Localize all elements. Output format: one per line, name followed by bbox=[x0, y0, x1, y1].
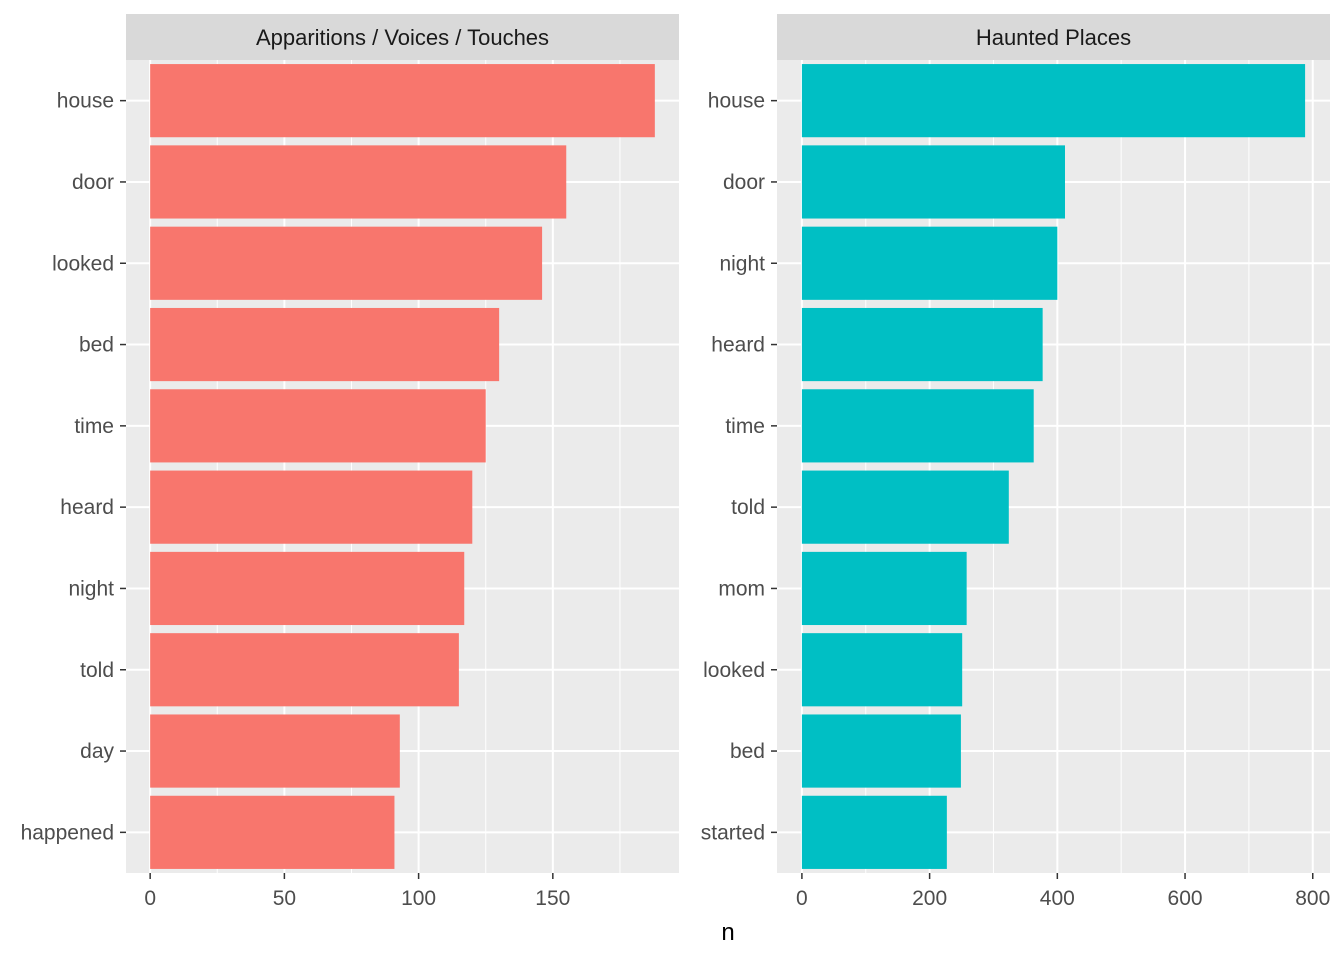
y-tick-label: looked bbox=[52, 252, 114, 275]
y-tick-label: bed bbox=[79, 334, 114, 357]
facet-strip bbox=[126, 14, 679, 60]
x-tick-label: 600 bbox=[1168, 887, 1203, 910]
y-tick-label: told bbox=[80, 659, 114, 682]
y-tick-label: time bbox=[725, 415, 765, 438]
bar-time bbox=[150, 389, 486, 463]
y-tick-label: heard bbox=[60, 496, 114, 519]
bar-looked bbox=[801, 633, 963, 707]
x-axis-title: n bbox=[721, 919, 734, 946]
bar-door bbox=[801, 145, 1065, 219]
x-tick-label: 50 bbox=[273, 887, 296, 910]
bar-time bbox=[801, 389, 1034, 463]
y-tick-label: house bbox=[708, 90, 765, 113]
bar-house bbox=[801, 64, 1306, 138]
y-tick-label: heard bbox=[711, 334, 765, 357]
bar-happened bbox=[150, 795, 395, 869]
bar-night bbox=[150, 551, 465, 626]
facet-haunted-places: Haunted Places house door night heard time tol… bbox=[701, 14, 1330, 910]
y-tick-label: happened bbox=[21, 821, 114, 844]
x-tick-label: 200 bbox=[912, 887, 947, 910]
bar-started bbox=[801, 795, 947, 869]
y-tick-label: house bbox=[57, 90, 114, 113]
bar-door bbox=[150, 145, 567, 219]
x-tick-label: 100 bbox=[401, 887, 436, 910]
bar-mom bbox=[801, 551, 967, 626]
y-tick-label: looked bbox=[703, 659, 765, 682]
facet-apparitions: Apparitions / Voices / Touches house door l… bbox=[21, 14, 679, 910]
bar-looked bbox=[150, 226, 543, 300]
x-tick-label: 400 bbox=[1040, 887, 1075, 910]
x-tick-label: 0 bbox=[144, 887, 156, 910]
y-tick-label: time bbox=[74, 415, 114, 438]
bar-told bbox=[150, 633, 459, 707]
x-tick-label: 150 bbox=[535, 887, 570, 910]
y-tick-label: door bbox=[72, 171, 114, 194]
y-tick-label: mom bbox=[718, 577, 765, 600]
facet-strip bbox=[777, 14, 1330, 60]
bar-told bbox=[801, 470, 1009, 544]
bar-day bbox=[150, 714, 400, 788]
y-tick-label: started bbox=[701, 821, 765, 844]
facet-title: Haunted Places bbox=[976, 25, 1131, 50]
y-tick-label: night bbox=[719, 252, 765, 275]
bar-bed bbox=[150, 307, 500, 382]
bar-heard bbox=[150, 470, 473, 544]
y-tick-label: day bbox=[80, 740, 114, 763]
bar-house bbox=[150, 64, 655, 138]
y-tick-label: bed bbox=[730, 740, 765, 763]
x-tick-label: 0 bbox=[796, 887, 808, 910]
x-tick-label: 800 bbox=[1295, 887, 1330, 910]
y-tick-label: door bbox=[723, 171, 765, 194]
y-tick-label: night bbox=[68, 577, 114, 600]
bar-bed bbox=[801, 714, 961, 788]
bar-night bbox=[801, 226, 1058, 300]
y-tick-label: told bbox=[731, 496, 765, 519]
bar-heard bbox=[801, 307, 1043, 382]
facet-title: Apparitions / Voices / Touches bbox=[256, 25, 549, 50]
